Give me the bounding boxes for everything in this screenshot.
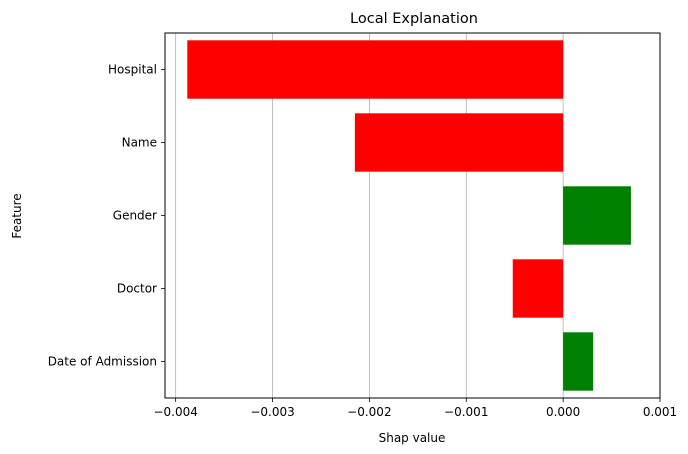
- bar-gender: [563, 186, 631, 245]
- y-tick-label: Gender: [113, 209, 157, 223]
- x-tick-label: −0.003: [250, 405, 294, 419]
- y-axis-ticks: Hospital Name Gender Doctor Date of Admissio…: [48, 63, 165, 369]
- bar-layer: [187, 40, 631, 391]
- x-tick-label: −0.004: [153, 405, 197, 419]
- chart-title: Local Explanation: [350, 11, 478, 27]
- x-tick-label: 0.000: [546, 405, 580, 419]
- x-tick-label: −0.001: [444, 405, 488, 419]
- bar-name: [354, 113, 564, 172]
- x-axis-label: Shap value: [379, 431, 446, 445]
- x-tick-label: −0.002: [347, 405, 391, 419]
- bar-date-of-admission: [563, 332, 594, 391]
- bar-doctor: [512, 259, 564, 318]
- y-tick-label: Date of Admission: [48, 355, 157, 369]
- x-axis-ticks: −0.004 −0.003 −0.002 −0.001 0.000 0.001: [153, 398, 677, 419]
- y-axis-label: Feature: [10, 193, 24, 238]
- y-tick-label: Doctor: [117, 282, 157, 296]
- y-tick-label: Hospital: [108, 63, 157, 77]
- x-tick-label: 0.001: [643, 405, 677, 419]
- bar-hospital: [187, 40, 564, 99]
- y-tick-label: Name: [122, 136, 157, 150]
